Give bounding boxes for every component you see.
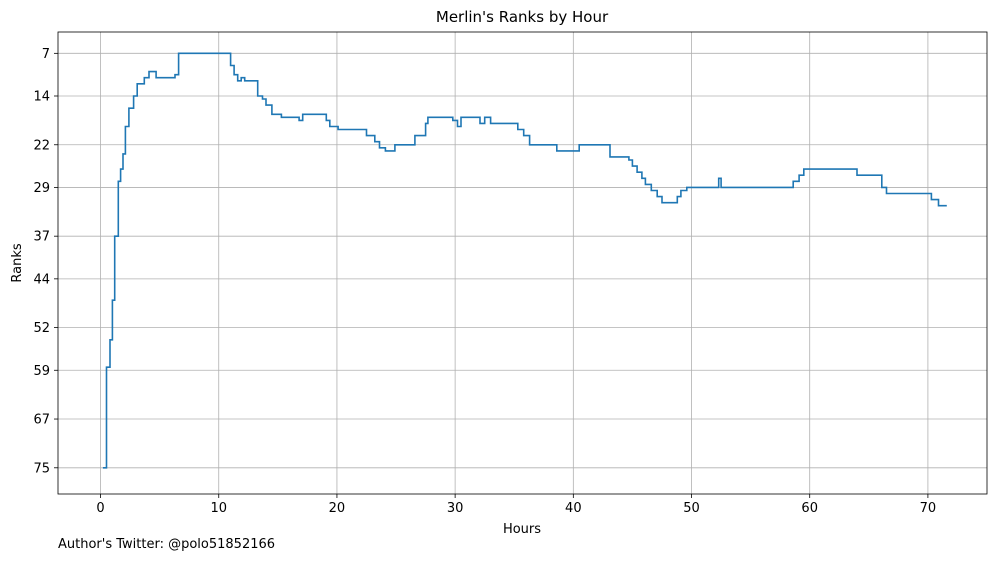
x-tick-label: 10	[210, 501, 227, 516]
x-tick-label: 0	[96, 501, 104, 516]
x-tick-label: 60	[801, 501, 818, 516]
y-tick-label: 75	[33, 461, 50, 476]
axis-ticks: 0 10 20 30 40 50 60 70 7 14 22 29 37 44 52 59 67 75	[33, 47, 936, 516]
x-tick-label: 70	[920, 501, 937, 516]
series-line	[102, 52, 947, 469]
y-tick-label: 44	[33, 272, 50, 287]
x-axis-label: Hours	[503, 522, 541, 537]
x-tick-label: 50	[683, 501, 700, 516]
x-tick-label: 40	[565, 501, 582, 516]
y-axis-label: Ranks	[10, 243, 25, 282]
x-tick-label: 20	[329, 501, 346, 516]
y-tick-label: 14	[33, 89, 50, 104]
author-credit: Author's Twitter: @polo51852166	[58, 537, 276, 552]
y-tick-label: 7	[42, 47, 50, 62]
y-tick-label: 67	[33, 413, 50, 428]
y-tick-label: 37	[33, 230, 50, 245]
plot-frame	[57, 31, 988, 495]
y-tick-label: 59	[33, 364, 50, 379]
x-tick-label: 30	[447, 501, 464, 516]
y-tick-label: 22	[33, 138, 50, 153]
grid	[58, 32, 987, 494]
y-tick-label: 29	[33, 181, 50, 196]
chart-title: Merlin's Ranks by Hour	[436, 8, 609, 26]
y-tick-label: 52	[33, 321, 50, 336]
